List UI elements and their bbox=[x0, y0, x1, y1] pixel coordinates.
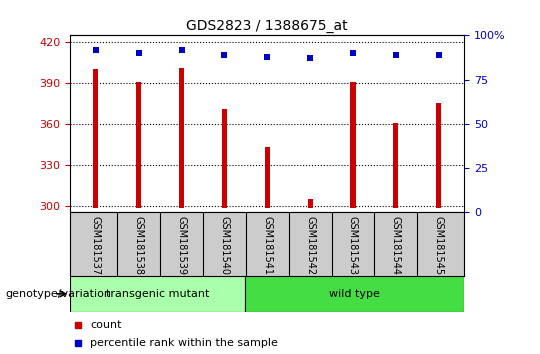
Bar bbox=[436, 103, 441, 208]
Text: GSM181545: GSM181545 bbox=[434, 216, 444, 275]
Text: GSM181542: GSM181542 bbox=[305, 216, 315, 275]
Text: count: count bbox=[90, 320, 122, 330]
Text: GSM181538: GSM181538 bbox=[134, 216, 144, 275]
Text: GSM181543: GSM181543 bbox=[348, 216, 358, 275]
Bar bbox=[179, 68, 184, 208]
Text: GSM181537: GSM181537 bbox=[91, 216, 101, 275]
Bar bbox=[245, 276, 464, 312]
Text: percentile rank within the sample: percentile rank within the sample bbox=[90, 338, 278, 348]
Bar bbox=[222, 109, 227, 208]
Text: GSM181540: GSM181540 bbox=[219, 216, 230, 275]
Bar bbox=[393, 122, 399, 208]
Text: genotype/variation: genotype/variation bbox=[5, 289, 111, 299]
Text: GSM181544: GSM181544 bbox=[391, 216, 401, 275]
Bar bbox=[136, 82, 141, 208]
Bar bbox=[70, 276, 245, 312]
Bar bbox=[265, 147, 270, 208]
Bar bbox=[350, 82, 355, 208]
Title: GDS2823 / 1388675_at: GDS2823 / 1388675_at bbox=[186, 19, 348, 33]
Text: GSM181541: GSM181541 bbox=[262, 216, 272, 275]
Bar bbox=[93, 69, 98, 208]
Text: wild type: wild type bbox=[329, 289, 380, 299]
Text: GSM181539: GSM181539 bbox=[177, 216, 187, 275]
Text: transgenic mutant: transgenic mutant bbox=[106, 289, 210, 299]
Bar bbox=[308, 199, 313, 208]
